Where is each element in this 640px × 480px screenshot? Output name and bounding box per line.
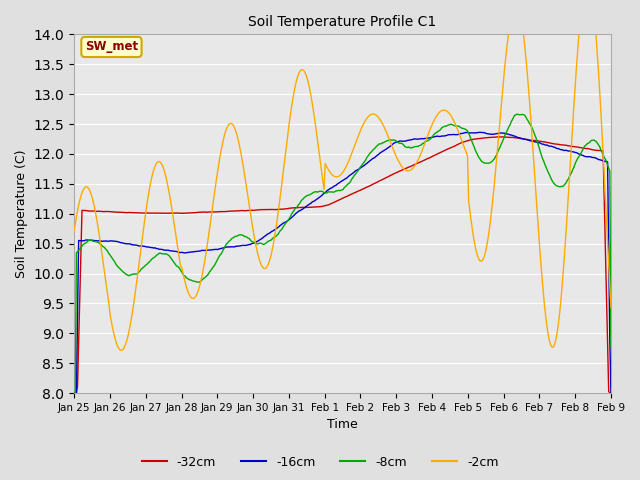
Title: Soil Temperature Profile C1: Soil Temperature Profile C1 [248, 15, 436, 29]
X-axis label: Time: Time [327, 419, 358, 432]
Y-axis label: Soil Temperature (C): Soil Temperature (C) [15, 149, 28, 278]
Text: SW_met: SW_met [85, 40, 138, 53]
Legend: -32cm, -16cm, -8cm, -2cm: -32cm, -16cm, -8cm, -2cm [136, 451, 504, 474]
